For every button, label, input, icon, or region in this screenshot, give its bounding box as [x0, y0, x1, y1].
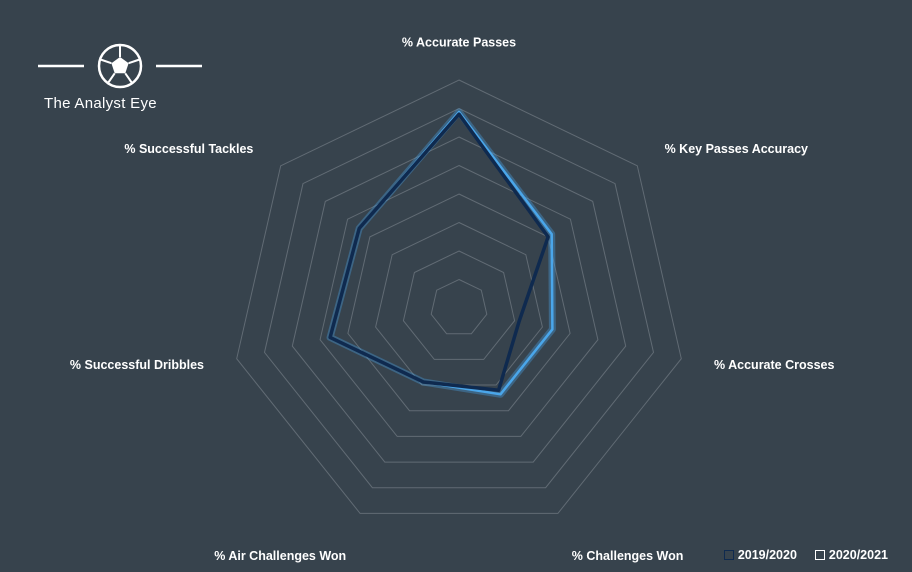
axis-label: % Challenges Won [572, 549, 684, 563]
grid-ring [291, 136, 627, 463]
axis-label: % Successful Tackles [124, 142, 253, 156]
brand-logo: The Analyst Eye [32, 40, 204, 120]
axis-label: % Key Passes Accuracy [665, 142, 808, 156]
grid-ring [430, 278, 488, 335]
grid-ring [319, 164, 599, 437]
grid-ring [263, 107, 655, 489]
series-line-2019-2020 [328, 112, 550, 392]
legend-swatch [814, 550, 825, 560]
axis-label: % Air Challenges Won [214, 549, 346, 563]
grid-ring [375, 221, 543, 386]
grid-ring [402, 250, 516, 360]
logo-text: The Analyst Eye [44, 95, 157, 112]
grid-ring [236, 79, 682, 514]
legend-label: 2019/2020 [737, 548, 797, 562]
axis-label: % Accurate Passes [402, 36, 516, 50]
axis-label: % Accurate Crosses [714, 358, 834, 372]
axis-labels: % Accurate Passes % Key Passes Accuracy % … [70, 36, 835, 563]
legend-swatch [723, 550, 734, 560]
axis-label: % Successful Dribbles [70, 358, 204, 372]
radar-series [326, 108, 556, 398]
legend-item-2019-2020: 2019/2020 [723, 548, 797, 562]
legend-item-2020-2021: 2020/2021 [814, 548, 888, 562]
legend-label: 2020/2021 [828, 548, 888, 562]
radar-grid [236, 79, 682, 514]
soccer-ball-icon [38, 43, 202, 89]
chart-legend: 2019/2020 2020/2021 [723, 548, 888, 562]
